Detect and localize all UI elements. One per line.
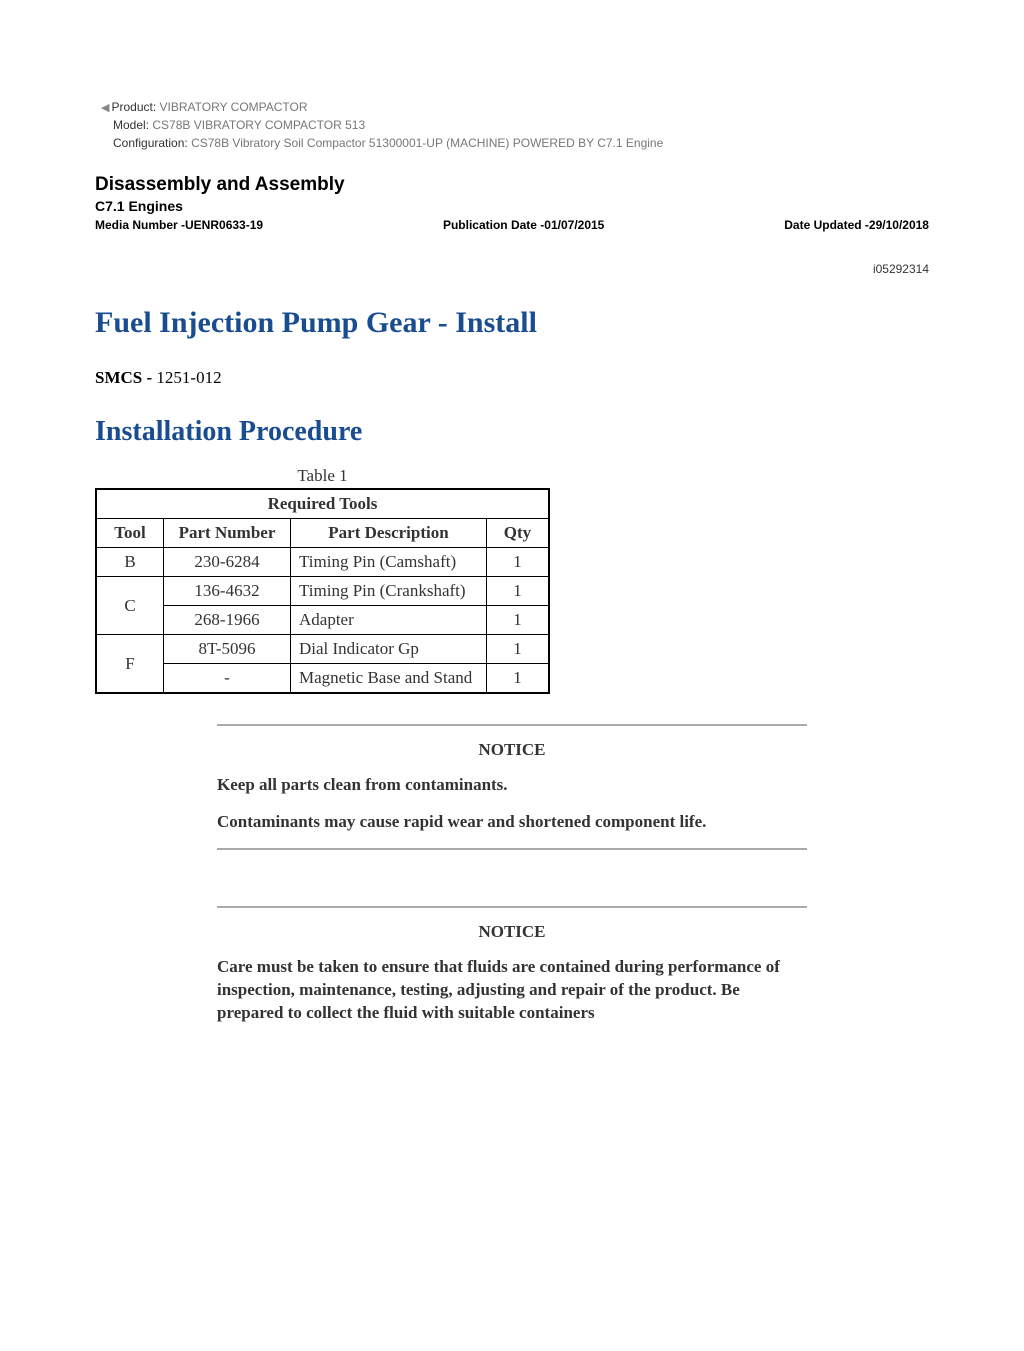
table-row: C136-4632Timing Pin (Crankshaft)1 bbox=[96, 577, 549, 606]
cell-qty: 1 bbox=[487, 606, 550, 635]
col-qty: Qty bbox=[487, 519, 550, 548]
meta-model-value: CS78B VIBRATORY COMPACTOR 513 bbox=[152, 118, 365, 132]
notice-block-1: NOTICE Keep all parts clean from contami… bbox=[217, 724, 807, 850]
table-row: -Magnetic Base and Stand1 bbox=[96, 664, 549, 694]
required-tools-table: Required Tools Tool Part Number Part Des… bbox=[95, 488, 550, 694]
meta-config-row: Configuration: CS78B Vibratory Soil Comp… bbox=[95, 136, 929, 150]
notice-text: Keep all parts clean from contaminants. bbox=[217, 774, 807, 797]
cell-qty: 1 bbox=[487, 577, 550, 606]
tools-table-wrap: Table 1 Required Tools Tool Part Number … bbox=[95, 466, 550, 694]
col-part-number: Part Number bbox=[164, 519, 291, 548]
smcs-code: 1251-012 bbox=[152, 368, 221, 387]
page-title: Fuel Injection Pump Gear - Install bbox=[95, 306, 929, 340]
cell-part-number: 268-1966 bbox=[164, 606, 291, 635]
cell-part-desc: Adapter bbox=[291, 606, 487, 635]
notice-heading: NOTICE bbox=[217, 922, 807, 942]
notice-text: Contaminants may cause rapid wear and sh… bbox=[217, 811, 807, 834]
cell-part-desc: Dial Indicator Gp bbox=[291, 635, 487, 664]
col-part-desc: Part Description bbox=[291, 519, 487, 548]
cell-tool: C bbox=[96, 577, 164, 635]
procedure-title: Installation Procedure bbox=[95, 416, 929, 448]
publication-date: Publication Date -01/07/2015 bbox=[443, 218, 604, 232]
table-row: F8T-5096Dial Indicator Gp1 bbox=[96, 635, 549, 664]
media-number: Media Number -UENR0633-19 bbox=[95, 218, 263, 232]
meta-model-row: Model: CS78B VIBRATORY COMPACTOR 513 bbox=[95, 118, 929, 132]
smcs-line: SMCS - 1251-012 bbox=[95, 368, 929, 388]
table-header-row: Tool Part Number Part Description Qty bbox=[96, 519, 549, 548]
meta-config-label: Configuration: bbox=[113, 136, 188, 150]
smcs-label: SMCS - bbox=[95, 368, 152, 387]
cell-qty: 1 bbox=[487, 664, 550, 694]
divider bbox=[217, 906, 807, 908]
meta-model-label: Model: bbox=[113, 118, 149, 132]
cell-part-desc: Timing Pin (Camshaft) bbox=[291, 548, 487, 577]
divider bbox=[217, 724, 807, 726]
section-sub: C7.1 Engines bbox=[95, 198, 929, 214]
cell-part-number: 136-4632 bbox=[164, 577, 291, 606]
table-caption: Table 1 bbox=[95, 466, 550, 486]
date-updated: Date Updated -29/10/2018 bbox=[784, 218, 929, 232]
cell-part-desc: Magnetic Base and Stand bbox=[291, 664, 487, 694]
table-title: Required Tools bbox=[96, 489, 549, 519]
cell-part-desc: Timing Pin (Crankshaft) bbox=[291, 577, 487, 606]
publication-row: Media Number -UENR0633-19 Publication Da… bbox=[95, 218, 929, 232]
cell-tool: F bbox=[96, 635, 164, 694]
cell-part-number: 230-6284 bbox=[164, 548, 291, 577]
notice-text: Care must be taken to ensure that fluids… bbox=[217, 956, 807, 1025]
back-arrow-icon[interactable]: ◀ bbox=[101, 102, 109, 114]
notice-heading: NOTICE bbox=[217, 740, 807, 760]
col-tool: Tool bbox=[96, 519, 164, 548]
cell-qty: 1 bbox=[487, 548, 550, 577]
doc-id: i05292314 bbox=[95, 262, 929, 276]
cell-qty: 1 bbox=[487, 635, 550, 664]
table-row: 268-1966Adapter1 bbox=[96, 606, 549, 635]
meta-block: ◀Product: VIBRATORY COMPACTOR Model: CS7… bbox=[95, 100, 929, 150]
meta-product-value: VIBRATORY COMPACTOR bbox=[160, 100, 308, 114]
meta-config-value: CS78B Vibratory Soil Compactor 51300001-… bbox=[191, 136, 663, 150]
cell-part-number: 8T-5096 bbox=[164, 635, 291, 664]
cell-tool: B bbox=[96, 548, 164, 577]
table-row: B230-6284Timing Pin (Camshaft)1 bbox=[96, 548, 549, 577]
notice-block-2: NOTICE Care must be taken to ensure that… bbox=[217, 906, 807, 1025]
cell-part-number: - bbox=[164, 664, 291, 694]
meta-product-label: Product: bbox=[111, 100, 156, 114]
section-title: Disassembly and Assembly bbox=[95, 174, 929, 196]
meta-product-row: ◀Product: VIBRATORY COMPACTOR bbox=[95, 100, 929, 114]
